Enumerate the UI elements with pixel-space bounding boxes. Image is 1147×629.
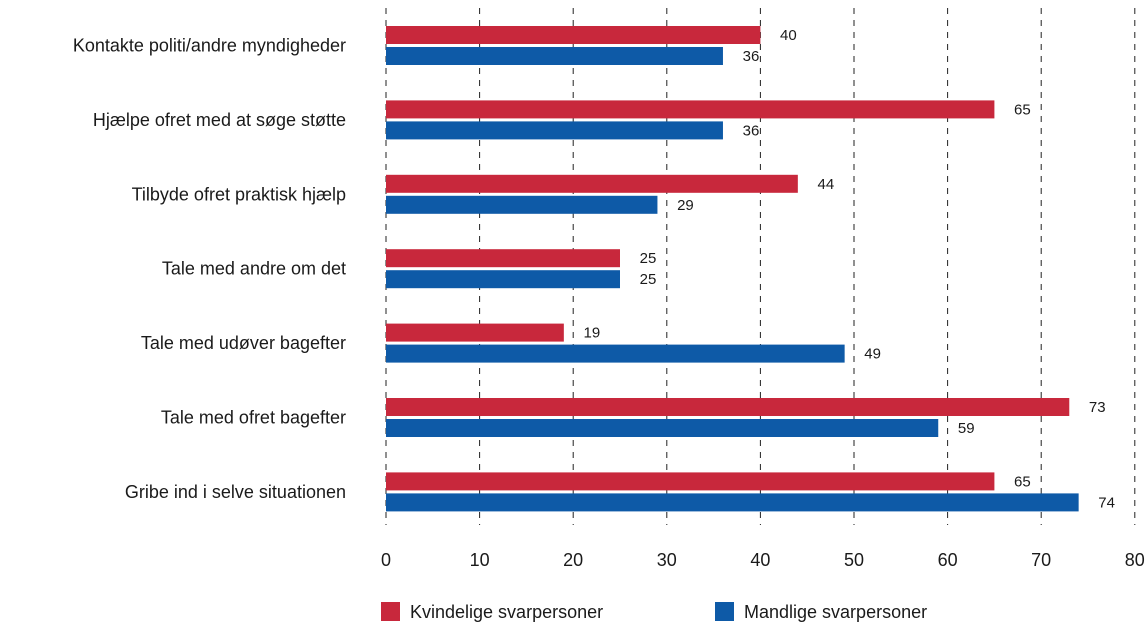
bar-male xyxy=(386,493,1079,512)
data-label: 65 xyxy=(1014,473,1031,490)
bar-male xyxy=(386,121,723,140)
bar-female xyxy=(386,174,798,193)
data-label: 40 xyxy=(780,27,797,44)
bar-male xyxy=(386,47,723,65)
data-label: 73 xyxy=(1089,399,1106,416)
category-label: Tilbyde ofret praktisk hjælp xyxy=(132,184,346,204)
category-label: Hjælpe ofret med at søge støtte xyxy=(93,110,346,130)
x-tick-label: 0 xyxy=(381,550,391,570)
legend-label: Kvindelige svarpersoner xyxy=(410,602,603,622)
bar-female xyxy=(386,472,995,491)
x-tick-label: 30 xyxy=(657,550,677,570)
data-label: 36 xyxy=(743,48,760,65)
legend-swatch xyxy=(715,602,734,621)
x-tick-label: 60 xyxy=(938,550,958,570)
bar-male xyxy=(386,344,845,363)
data-label: 44 xyxy=(817,176,834,193)
data-label: 74 xyxy=(1098,494,1115,511)
legend-label: Mandlige svarpersoner xyxy=(744,602,927,622)
bar-female xyxy=(386,26,761,44)
bar-male xyxy=(386,419,939,437)
data-label: 25 xyxy=(640,250,657,267)
data-label: 36 xyxy=(743,122,760,139)
data-label: 59 xyxy=(958,420,975,437)
category-label: Tale med udøver bagefter xyxy=(141,333,346,353)
bar-male xyxy=(386,195,658,214)
bar-male xyxy=(386,270,620,289)
bar-female xyxy=(386,249,620,268)
data-label: 25 xyxy=(640,271,657,288)
bar-female xyxy=(386,398,1070,416)
data-label: 29 xyxy=(677,197,694,214)
x-tick-label: 10 xyxy=(470,550,490,570)
x-tick-label: 70 xyxy=(1031,550,1051,570)
category-label: Kontakte politi/andre myndigheder xyxy=(73,36,346,56)
x-tick-label: 40 xyxy=(750,550,770,570)
bar-female xyxy=(386,100,995,119)
legend-swatch xyxy=(381,602,400,621)
data-label: 19 xyxy=(583,325,600,342)
category-label: Tale med ofret bagefter xyxy=(161,408,346,428)
category-label: Tale med andre om det xyxy=(162,259,346,279)
x-tick-label: 50 xyxy=(844,550,864,570)
data-label: 49 xyxy=(864,346,881,363)
data-label: 65 xyxy=(1014,101,1031,118)
category-label: Gribe ind i selve situationen xyxy=(125,482,346,502)
x-tick-label: 80 xyxy=(1125,550,1145,570)
x-tick-label: 20 xyxy=(563,550,583,570)
bar-female xyxy=(386,323,564,342)
